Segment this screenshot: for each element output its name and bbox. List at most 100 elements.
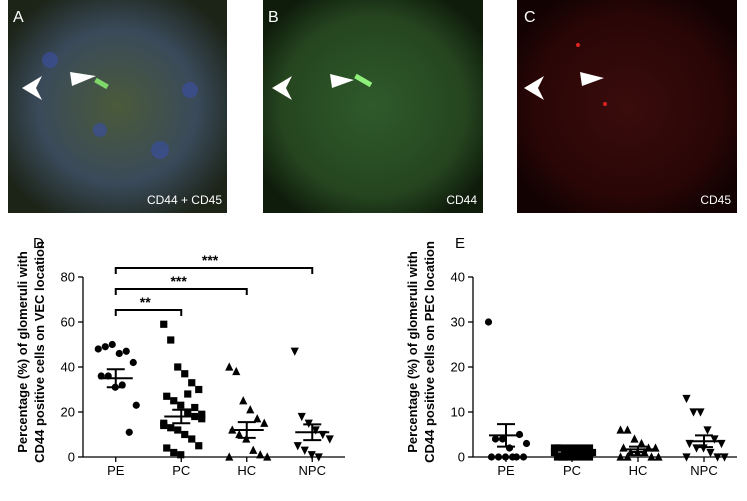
panel-letter: D xyxy=(33,235,44,252)
significance-bracket xyxy=(114,288,248,295)
data-point xyxy=(195,442,203,450)
data-point xyxy=(256,450,265,459)
data-point xyxy=(293,442,302,451)
data-point xyxy=(564,444,573,452)
data-point xyxy=(129,358,137,367)
y-axis-label: Percentage (%) of glomeruli with xyxy=(405,251,420,453)
data-point xyxy=(647,452,656,461)
data-point xyxy=(101,343,109,351)
y-tick-label: 60 xyxy=(61,315,75,330)
data-point xyxy=(195,385,203,394)
x-tick-label: PE xyxy=(107,463,125,478)
data-point xyxy=(501,453,510,461)
data-point xyxy=(713,453,722,462)
data-point xyxy=(498,435,507,443)
significance-label: ** xyxy=(140,294,151,310)
data-point xyxy=(710,435,719,444)
y-tick-label: 10 xyxy=(451,405,465,420)
y-tick-label: 0 xyxy=(458,450,465,465)
data-point xyxy=(560,453,569,461)
error-bar xyxy=(629,445,647,454)
significance-label: *** xyxy=(170,273,187,289)
data-point xyxy=(246,405,255,414)
data-point xyxy=(696,408,705,417)
data-point xyxy=(487,453,496,461)
y-axis-label: CD44 positive cells on VEC location xyxy=(32,241,47,463)
data-point xyxy=(571,444,580,452)
x-tick-label: HC xyxy=(237,463,256,478)
data-point xyxy=(557,444,566,452)
y-axis-label: CD44 positive cells on PEC location xyxy=(422,241,437,463)
x-tick-label: NPC xyxy=(690,463,717,478)
panel-caption: CD44 xyxy=(446,193,477,207)
data-point xyxy=(125,428,133,436)
error-bar xyxy=(237,421,256,439)
panel-caption: CD45 xyxy=(700,193,731,207)
data-point xyxy=(160,421,168,430)
data-point xyxy=(188,379,196,387)
data-point xyxy=(115,349,123,358)
error-bar xyxy=(695,434,713,449)
data-point xyxy=(689,408,698,417)
data-point xyxy=(325,435,334,444)
x-tick-label: PC xyxy=(172,463,190,478)
data-point xyxy=(170,448,178,457)
data-point xyxy=(253,414,262,423)
data-point xyxy=(163,444,171,452)
data-point xyxy=(167,424,175,432)
x-tick-label: NPC xyxy=(299,463,326,478)
data-point xyxy=(585,453,594,461)
error-bar xyxy=(106,368,125,389)
data-point xyxy=(263,452,272,461)
panel-letter: C xyxy=(524,9,536,26)
data-point xyxy=(553,453,562,461)
data-point xyxy=(682,453,691,462)
data-point xyxy=(484,318,493,326)
data-point xyxy=(170,397,178,405)
significance-bracket xyxy=(114,267,314,274)
data-point xyxy=(654,452,663,461)
panel-letter: B xyxy=(268,9,279,26)
y-axis-label: Percentage (%) of glomeruli with xyxy=(15,251,30,453)
y-tick-label: 30 xyxy=(451,315,465,330)
data-point xyxy=(174,426,182,434)
data-point xyxy=(522,439,531,448)
data-point xyxy=(191,403,199,412)
data-point xyxy=(225,362,234,371)
data-point xyxy=(703,426,712,435)
y-tick-label: 40 xyxy=(61,360,75,375)
data-point xyxy=(108,340,116,349)
data-point xyxy=(637,438,646,448)
data-point xyxy=(290,347,299,356)
y-tick-label: 0 xyxy=(68,450,75,465)
data-point xyxy=(564,453,573,461)
data-point xyxy=(585,444,594,452)
micrograph-a xyxy=(8,0,227,213)
data-point xyxy=(177,401,185,409)
data-point xyxy=(578,444,587,452)
data-point xyxy=(174,363,182,371)
data-point xyxy=(491,435,500,443)
micrograph-c xyxy=(517,0,737,213)
data-point xyxy=(239,396,248,405)
data-point xyxy=(623,452,632,461)
data-point xyxy=(706,448,715,458)
data-point xyxy=(94,345,102,353)
data-point xyxy=(198,410,206,418)
y-tick-label: 20 xyxy=(61,405,75,420)
data-point xyxy=(198,415,206,423)
data-point xyxy=(163,392,171,400)
error-bar xyxy=(497,423,515,448)
panel-letter: E xyxy=(455,235,465,252)
data-point xyxy=(311,426,320,435)
data-point xyxy=(578,453,587,461)
data-point xyxy=(616,452,625,461)
data-point xyxy=(623,425,632,434)
panel-caption: CD44 + CD45 xyxy=(147,193,222,207)
y-tick-label: 20 xyxy=(451,360,465,375)
x-tick-label: HC xyxy=(629,463,648,478)
error-bar xyxy=(303,423,322,442)
significance-bracket xyxy=(114,309,183,316)
data-point xyxy=(122,347,130,355)
data-point xyxy=(630,434,639,443)
